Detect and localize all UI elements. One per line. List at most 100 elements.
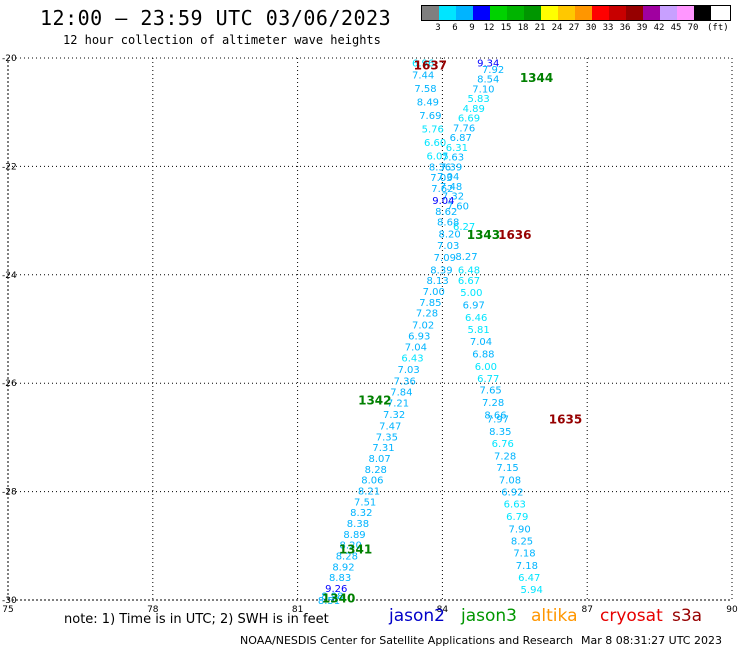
wave-height-value: 4.89 [463, 104, 485, 115]
wave-height-value: 7.84 [390, 387, 412, 398]
wave-height-value: 7.63 [442, 153, 464, 164]
track-number-label: 1635 [549, 412, 582, 426]
wave-height-value: 6.05 [426, 152, 448, 163]
wave-height-value: 8.51 [318, 596, 340, 607]
wave-height-value: 7.28 [482, 398, 504, 409]
wave-height-value: 7.32 [383, 410, 405, 421]
wave-height-value: 7.76 [453, 123, 475, 134]
wave-height-value: 8.66 [484, 411, 506, 422]
wave-height-value: 5.76 [422, 124, 444, 135]
legend-label: 27 [568, 23, 580, 33]
longitude-label: 75 [2, 605, 13, 615]
wave-height-value: 8.49 [417, 97, 439, 108]
satellite-cryosat: cryosat [600, 606, 663, 626]
wave-height-value: 7.18 [516, 561, 538, 572]
wave-height-value: 8.62 [435, 207, 457, 218]
legend-label: 12 [483, 23, 495, 33]
wave-height-value: 5.83 [467, 94, 489, 105]
wave-height-value: 8.07 [369, 454, 391, 465]
latitude-label: -22 [2, 162, 17, 172]
wave-height-value: 8.35 [489, 427, 511, 438]
legend-swatch [660, 6, 677, 20]
wave-height-value: 6.69 [458, 114, 480, 125]
track-number-label: 1343 [467, 228, 500, 242]
wave-height-value: 6.77 [477, 374, 499, 385]
wave-height-value: 7.48 [440, 182, 462, 193]
credit-line: NOAA/NESDIS Center for Satellite Applica… [240, 634, 574, 647]
latitude-label: -24 [2, 271, 17, 281]
wave-height-value: 7.00 [423, 287, 445, 298]
legend-swatch [439, 6, 456, 20]
wave-height-value: 6.31 [446, 143, 468, 154]
wave-height-value: 7.65 [480, 386, 502, 397]
wave-height-value: 8.89 [343, 530, 365, 541]
wave-height-value: 6.00 [475, 362, 497, 373]
track-number-label: 1344 [520, 71, 553, 85]
axis-labels: 75 78 81 84 87 90 -20 -22 -24 -26 -28 -30 [2, 54, 738, 615]
legend-label: 42 [653, 23, 665, 33]
wave-height-value: 6.60 [424, 138, 446, 149]
track-number-label: 1342 [358, 393, 391, 407]
wave-height-value: 7.02 [412, 321, 434, 332]
wave-height-value: 7.47 [379, 421, 401, 432]
wave-height-value: 6.27 [453, 222, 475, 233]
legend-label: 30 [585, 23, 597, 33]
map-frame [7, 57, 733, 601]
wave-height-value: 6.63 [504, 500, 526, 511]
wave-height-value: 6.48 [458, 265, 480, 276]
wave-height-value: 7.18 [513, 548, 535, 559]
wave-height-value: 8.83 [329, 573, 351, 584]
track-number-label: 1340 [322, 591, 355, 605]
wave-height-value: 9.26 [325, 584, 347, 595]
wave-height-value: 7.10 [472, 84, 494, 95]
wave-height-value: 7.04 [405, 342, 427, 353]
latitude-label: -30 [2, 596, 17, 606]
wave-height-value: 5.00 [460, 288, 482, 299]
wave-height-value: 6.92 [501, 488, 523, 499]
wave-height-value: 5.81 [467, 325, 489, 336]
longitude-label: 87 [581, 605, 592, 615]
wave-height-value: 7.69 [419, 111, 441, 122]
map-grid [7, 57, 733, 601]
wave-height-value: 7.39 [440, 162, 462, 173]
wave-height-value: 6.43 [401, 354, 423, 365]
longitude-label: 78 [147, 605, 159, 615]
legend-label: 15 [500, 23, 512, 33]
legend-swatch [422, 6, 439, 20]
wave-height-value: 7.92 [482, 65, 504, 76]
legend-swatch [456, 6, 473, 20]
legend-swatch [643, 6, 660, 20]
legend-label: 70 [687, 23, 699, 33]
wave-height-value: 8.28 [336, 552, 358, 563]
legend-swatch [507, 6, 524, 20]
wave-height-value: 8.38 [347, 519, 369, 530]
wave-height-value: 7.04 [437, 172, 459, 183]
wave-height-value: 7.28 [416, 309, 438, 320]
legend-swatch [575, 6, 592, 20]
wave-height-value: 7.90 [508, 524, 530, 535]
track-number-label: 1341 [339, 543, 372, 557]
wave-height-value: 7.62 [431, 184, 453, 195]
wave-height-value: 8.06 [361, 476, 383, 487]
page-title: 12:00 — 23:59 UTC 03/06/2023 [40, 6, 392, 30]
wave-height-value: 8.68 [437, 218, 459, 229]
wave-height-value: 8.25 [511, 536, 533, 547]
page-subtitle: 12 hour collection of altimeter wave hei… [63, 33, 381, 47]
generated-timestamp: Mar 8 08:31:27 UTC 2023 [581, 634, 722, 647]
legend-swatch [541, 6, 558, 20]
legend-label: 36 [619, 23, 631, 33]
legend-swatch [694, 6, 711, 20]
legend-label: 9 [469, 23, 475, 33]
satellite-jason3: jason3 [461, 606, 517, 626]
wave-height-value: 8.27 [455, 252, 477, 263]
wave-height-value: 7.85 [419, 298, 441, 309]
wave-height-value: 7.03 [397, 365, 419, 376]
legend-swatches [421, 5, 731, 21]
wave-height-value: 7.21 [387, 399, 409, 410]
wave-height-points: 9.347.928.547.105.834.896.697.766.876.31… [318, 58, 543, 607]
wave-height-value: 6.97 [463, 301, 485, 312]
wave-height-value: 7.97 [487, 414, 509, 425]
legend-swatch [490, 6, 507, 20]
wave-height-value: 6.96 [412, 58, 434, 69]
